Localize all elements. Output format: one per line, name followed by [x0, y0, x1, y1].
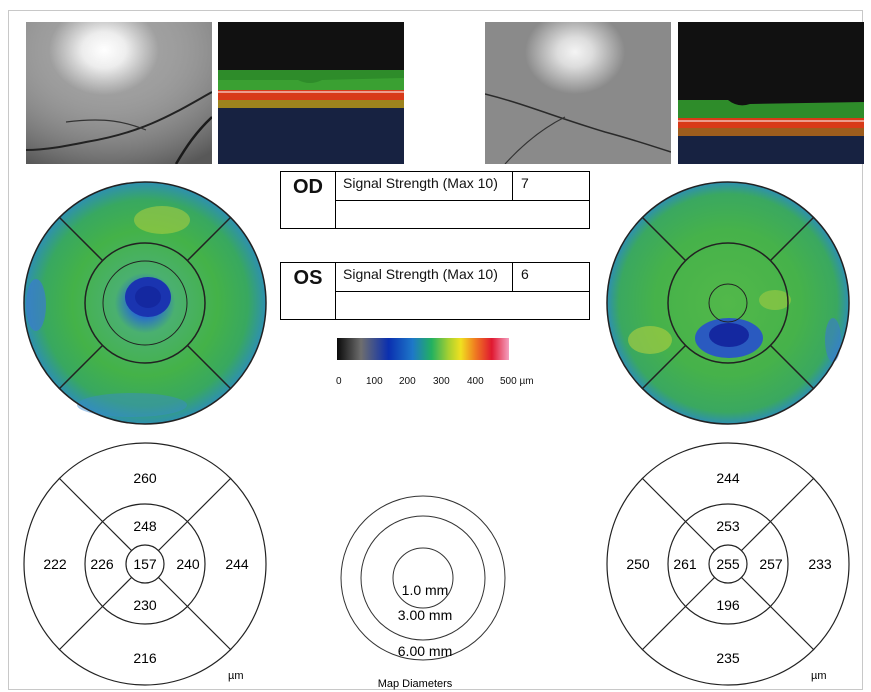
os-sector-outer-bottom: 235 [716, 650, 740, 666]
os-signal-label: Signal Strength (Max 10) [336, 263, 513, 292]
colorbar-tick-500: 500 µm [500, 376, 534, 387]
map-diameter-outer: 6.00 mm [398, 643, 452, 659]
os-sector-outer-right: 233 [808, 556, 832, 572]
od-sector-outer-bottom: 216 [133, 650, 157, 666]
colorbar-tick-300: 300 [433, 376, 450, 387]
os-unit-label: µm [811, 670, 827, 682]
os-oct-scan [678, 22, 864, 164]
od-sector-outer-left: 222 [43, 556, 67, 572]
od-thickness-map [23, 181, 267, 425]
os-sector-inner-right: 257 [759, 556, 783, 572]
os-signal-value: 6 [513, 263, 589, 292]
os-sector-outer-top: 244 [716, 470, 740, 486]
os-sector-inner-left: 261 [673, 556, 697, 572]
report-frame [8, 10, 863, 690]
od-sector-outer-right: 244 [225, 556, 249, 572]
od-sector-outer-top: 260 [133, 470, 157, 486]
od-fundus-image [26, 22, 212, 164]
os-sector-grid: 244 250 233 235 253 261 257 196 255 µm [606, 442, 850, 686]
os-sector-inner-bottom: 196 [716, 597, 740, 613]
os-signal-box: OS Signal Strength (Max 10) 6 [280, 262, 590, 320]
os-fundus-image [485, 22, 671, 164]
od-signal-value: 7 [513, 172, 589, 201]
colorbar-tick-400: 400 [467, 376, 484, 387]
od-unit-label: µm [228, 670, 244, 682]
od-sector-grid: 260 222 244 216 248 226 240 230 157 µm [23, 442, 267, 686]
thickness-colorbar [337, 338, 509, 360]
map-diameter-middle: 3.00 mm [398, 607, 452, 623]
od-eye-label: OD [281, 172, 336, 228]
os-sector-outer-left: 250 [626, 556, 650, 572]
od-oct-scan [218, 22, 404, 164]
colorbar-tick-200: 200 [399, 376, 416, 387]
od-sector-inner-bottom: 230 [133, 597, 157, 613]
os-thickness-map [606, 181, 850, 425]
od-signal-box: OD Signal Strength (Max 10) 7 [280, 171, 590, 229]
colorbar-tick-100: 100 [366, 376, 383, 387]
od-signal-label: Signal Strength (Max 10) [336, 172, 513, 201]
map-diameter-inner: 1.0 mm [402, 582, 449, 598]
od-sector-inner-top: 248 [133, 518, 157, 534]
map-diameters-diagram: 1.0 mm 3.00 mm 6.00 mm Map Diameters [340, 495, 506, 690]
od-sector-inner-left: 226 [90, 556, 114, 572]
od-fundus-vessels [26, 22, 212, 164]
colorbar-tick-0: 0 [336, 376, 342, 387]
os-eye-label: OS [281, 263, 336, 319]
map-diameters-caption: Map Diameters [378, 678, 453, 690]
od-sector-center: 157 [133, 556, 157, 572]
os-sector-center: 255 [716, 556, 740, 572]
od-sector-inner-right: 240 [176, 556, 200, 572]
os-sector-inner-top: 253 [716, 518, 740, 534]
